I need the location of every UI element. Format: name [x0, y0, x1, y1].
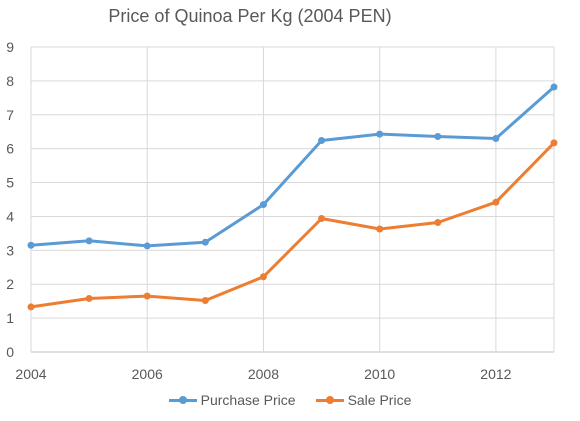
y-axis-ticks: 0 1 2 3 4 5 6 7 8 9	[6, 39, 14, 360]
y-tick-label: 3	[6, 242, 14, 258]
data-point	[318, 137, 326, 145]
data-point	[85, 294, 93, 302]
legend-item-sale: Sale Price	[315, 392, 412, 408]
y-tick-label: 9	[6, 39, 14, 55]
y-tick-label: 8	[6, 73, 14, 89]
data-point	[85, 237, 93, 245]
legend-swatch-sale	[315, 394, 344, 406]
data-point	[376, 225, 384, 233]
legend-label-purchase: Purchase Price	[200, 392, 296, 408]
data-point	[318, 214, 326, 222]
legend: Purchase Price Sale Price	[0, 392, 580, 408]
data-point	[259, 273, 267, 281]
y-tick-label: 0	[6, 344, 14, 360]
y-tick-label: 4	[6, 208, 14, 224]
chart-title: Price of Quinoa Per Kg (2004 PEN)	[108, 6, 392, 26]
y-tick-label: 5	[6, 175, 14, 191]
legend-label-sale: Sale Price	[347, 392, 412, 408]
series-line-1	[29, 141, 556, 309]
y-tick-label: 2	[6, 276, 14, 292]
data-point	[143, 242, 151, 250]
legend-item-purchase: Purchase Price	[168, 392, 296, 408]
data-point	[143, 292, 151, 300]
x-tick-label: 2006	[132, 366, 163, 382]
series-layer	[27, 83, 558, 311]
x-tick-label: 2012	[480, 366, 511, 382]
data-point	[259, 201, 267, 209]
data-point	[27, 241, 35, 249]
data-point	[201, 238, 209, 246]
data-point	[550, 139, 558, 147]
data-point	[376, 130, 384, 138]
data-point	[434, 219, 442, 227]
y-tick-label: 7	[6, 107, 14, 123]
x-axis-ticks: 2004 2006 2008 2010 2012	[15, 366, 511, 382]
data-point	[27, 303, 35, 311]
legend-swatch-purchase	[168, 394, 197, 406]
x-tick-label: 2004	[15, 366, 46, 382]
data-point	[550, 83, 558, 91]
x-tick-label: 2010	[364, 366, 395, 382]
y-tick-label: 6	[6, 141, 14, 157]
gridlines	[30, 46, 555, 353]
series-line-0	[29, 85, 556, 248]
data-point	[492, 135, 500, 142]
data-point	[434, 132, 442, 140]
data-point	[201, 296, 209, 304]
data-point	[492, 198, 500, 206]
y-tick-label: 1	[6, 310, 14, 326]
x-tick-label: 2008	[248, 366, 279, 382]
